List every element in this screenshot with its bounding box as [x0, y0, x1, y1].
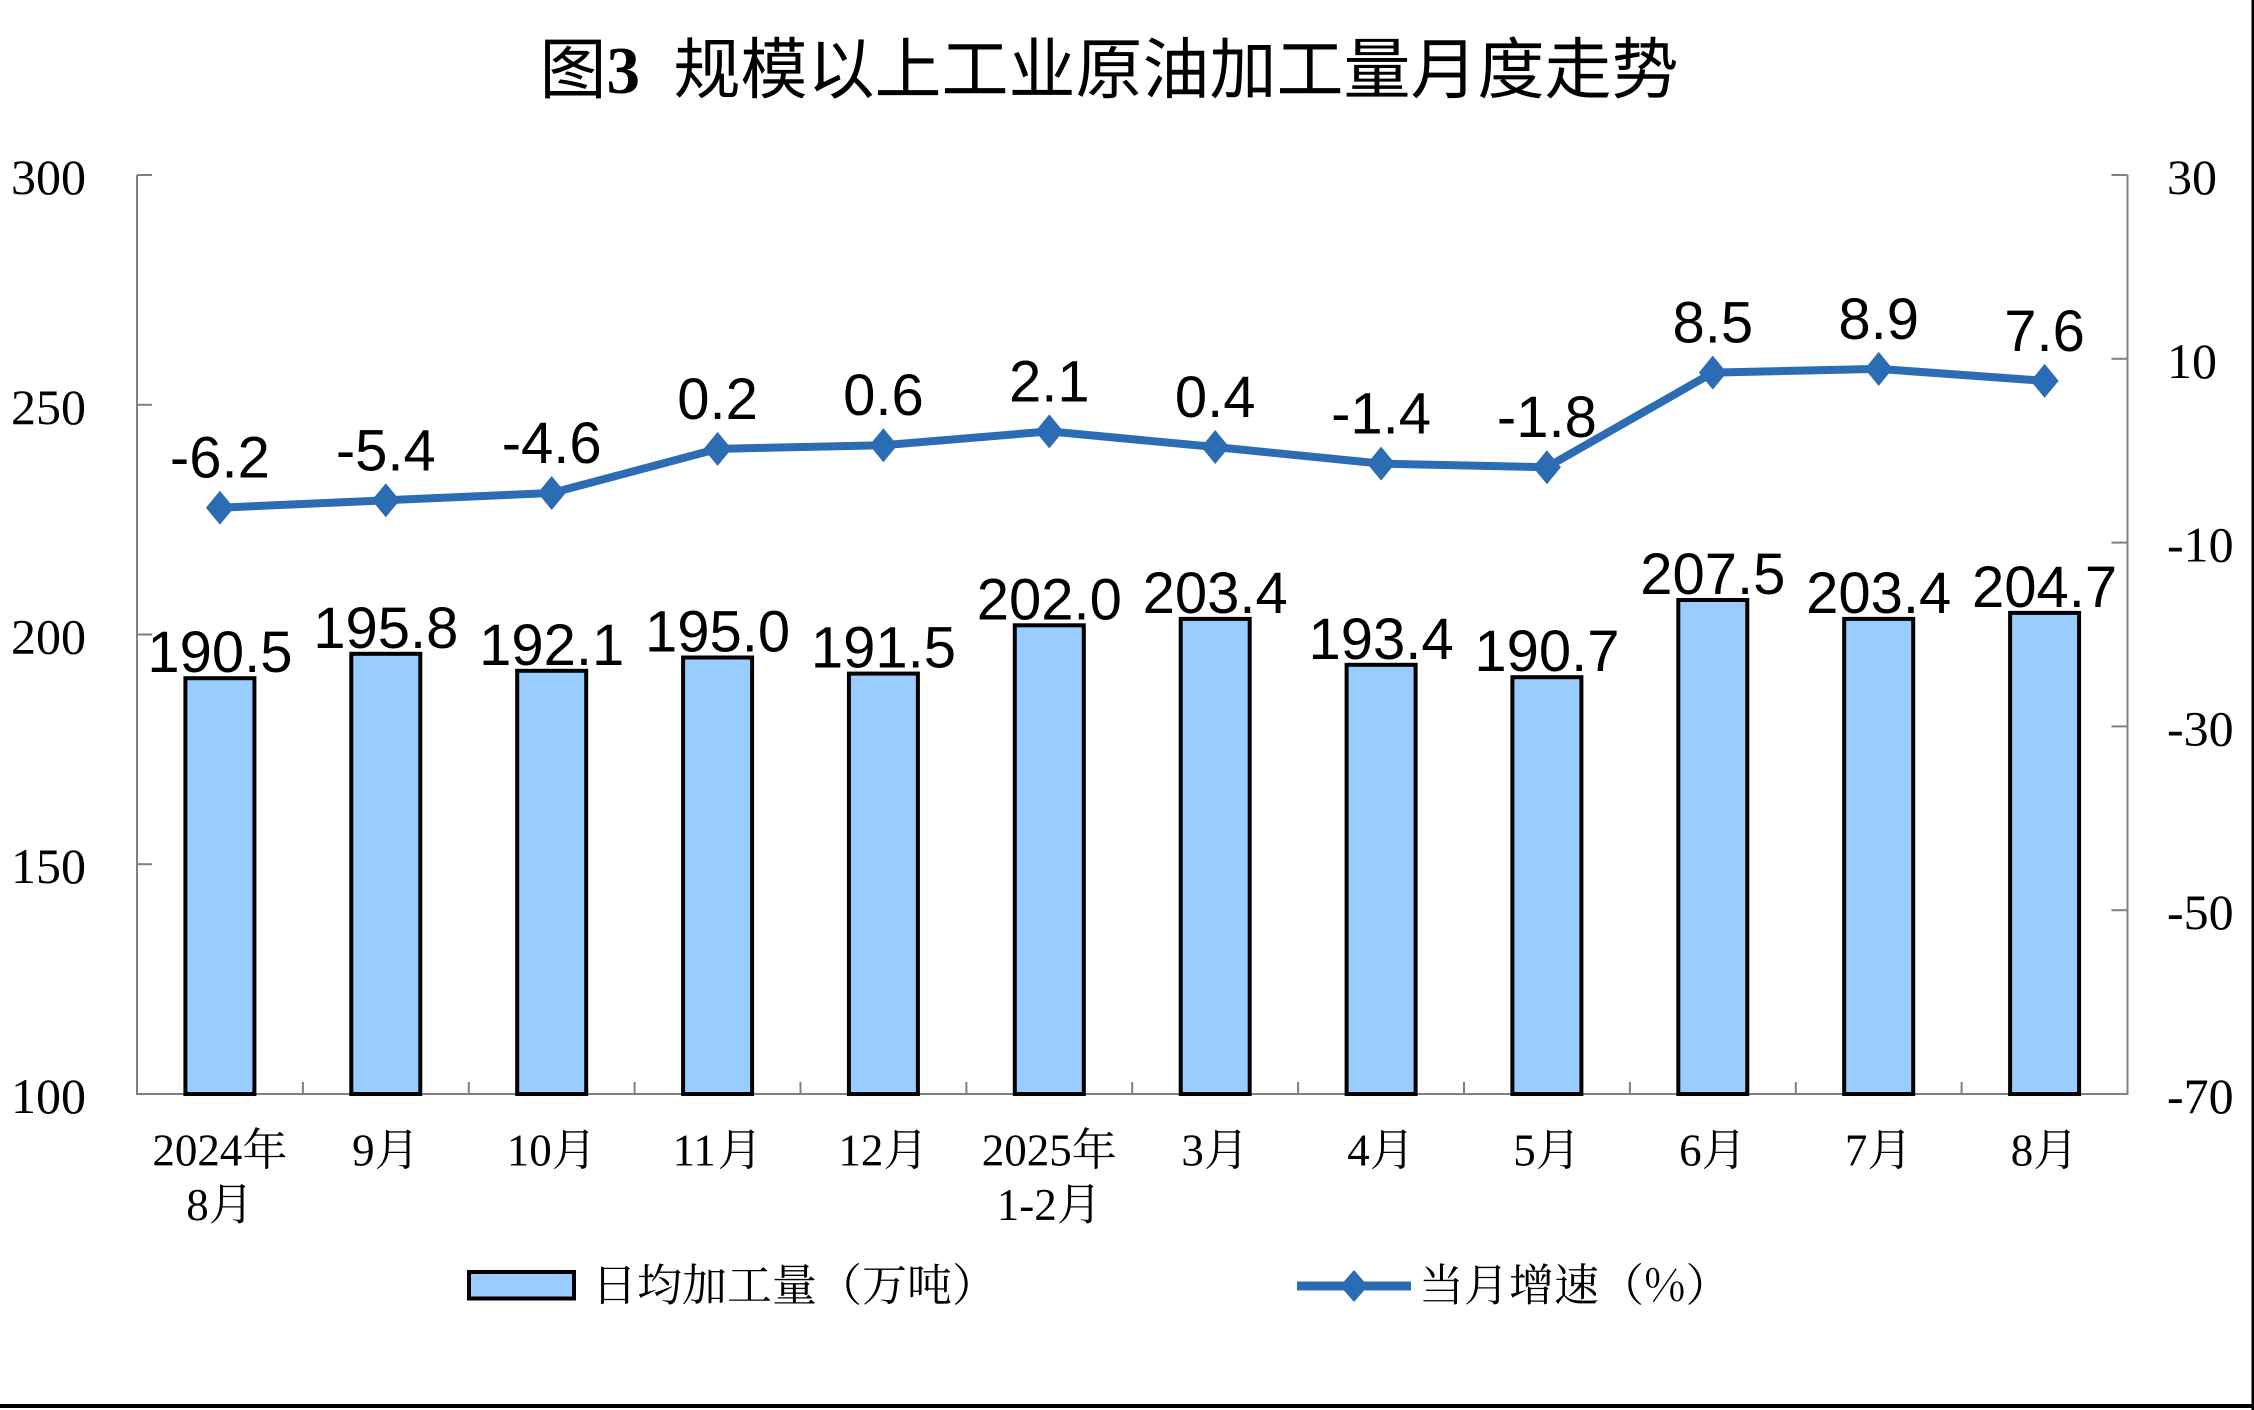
- svg-text:-30: -30: [2167, 700, 2234, 756]
- svg-text:7: 7: [1845, 1126, 1868, 1176]
- svg-text:2.1: 2.1: [1009, 349, 1090, 414]
- svg-text:9: 9: [352, 1126, 375, 1176]
- svg-text:203.4: 203.4: [1143, 561, 1288, 626]
- svg-text:8: 8: [2011, 1126, 2034, 1176]
- svg-text:10: 10: [507, 1126, 552, 1176]
- svg-text:200: 200: [11, 609, 86, 665]
- svg-text:3: 3: [607, 34, 641, 108]
- svg-text:0.2: 0.2: [677, 367, 758, 432]
- svg-text:191.5: 191.5: [811, 616, 956, 681]
- svg-text:-50: -50: [2167, 884, 2234, 940]
- svg-text:-10: -10: [2167, 517, 2234, 573]
- svg-text:3: 3: [1181, 1126, 1204, 1176]
- svg-text:7.6: 7.6: [2004, 299, 2085, 364]
- svg-text:-70: -70: [2167, 1068, 2234, 1124]
- svg-text:10: 10: [2167, 333, 2217, 389]
- svg-text:190.7: 190.7: [1474, 619, 1619, 684]
- svg-text:195.0: 195.0: [645, 600, 790, 665]
- svg-text:12: 12: [838, 1126, 883, 1176]
- svg-text:4: 4: [1347, 1126, 1370, 1176]
- svg-text:2025: 2025: [982, 1126, 1072, 1176]
- svg-text:100: 100: [11, 1068, 86, 1124]
- svg-text:203.4: 203.4: [1806, 561, 1951, 626]
- svg-text:-1.4: -1.4: [1331, 382, 1431, 447]
- svg-text:8: 8: [186, 1180, 209, 1230]
- svg-text:0.4: 0.4: [1175, 365, 1256, 430]
- svg-text:-1.8: -1.8: [1497, 385, 1597, 450]
- svg-text:202.0: 202.0: [977, 567, 1122, 632]
- svg-text:150: 150: [11, 838, 86, 894]
- svg-text:300: 300: [11, 149, 86, 205]
- svg-text:8.9: 8.9: [1838, 287, 1919, 352]
- svg-text:-4.6: -4.6: [502, 411, 602, 476]
- svg-text:5: 5: [1513, 1126, 1536, 1176]
- svg-text:250: 250: [11, 379, 86, 435]
- svg-text:11: 11: [673, 1126, 716, 1176]
- svg-text:30: 30: [2167, 149, 2217, 205]
- svg-text:8.5: 8.5: [1672, 291, 1753, 356]
- svg-text:207.5: 207.5: [1640, 542, 1785, 607]
- svg-text:192.1: 192.1: [479, 613, 624, 678]
- svg-text:-5.4: -5.4: [336, 418, 436, 483]
- svg-text:190.5: 190.5: [147, 620, 292, 685]
- svg-text:6: 6: [1679, 1126, 1702, 1176]
- svg-text:0.6: 0.6: [843, 363, 924, 428]
- svg-text:1-2: 1-2: [997, 1180, 1057, 1230]
- svg-text:193.4: 193.4: [1309, 607, 1454, 672]
- svg-text:204.7: 204.7: [1972, 555, 2117, 620]
- svg-text:2024: 2024: [152, 1126, 242, 1176]
- svg-text:-6.2: -6.2: [170, 426, 270, 491]
- svg-text:195.8: 195.8: [313, 596, 458, 661]
